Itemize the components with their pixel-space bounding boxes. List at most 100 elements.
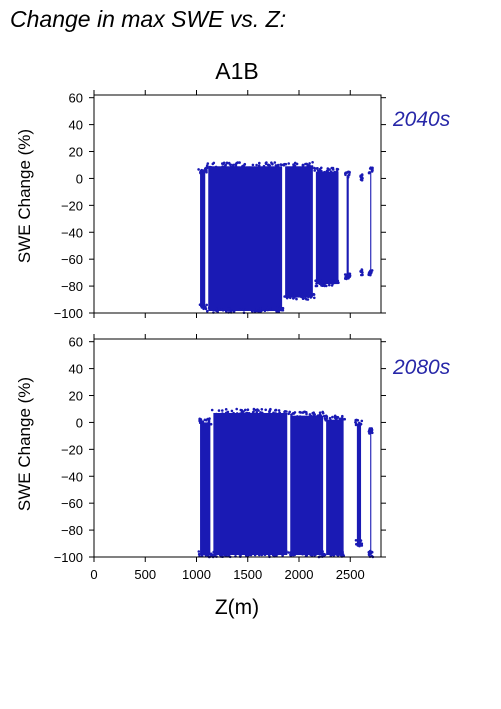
x-tick-label: 1000 <box>182 567 211 582</box>
data-point <box>323 553 327 557</box>
data-point <box>370 427 374 430</box>
data-point <box>209 422 213 426</box>
data-point <box>295 294 298 298</box>
data-point <box>354 539 358 542</box>
data-point <box>313 554 316 557</box>
data-point <box>200 306 204 309</box>
data-point <box>370 429 374 433</box>
x-tick-label: 500 <box>134 567 156 582</box>
data-point <box>313 169 317 172</box>
data-point <box>311 552 315 555</box>
data-point <box>369 269 373 273</box>
data-point <box>346 176 350 179</box>
data-point <box>239 554 242 557</box>
data-point <box>246 411 249 415</box>
data-point <box>260 408 264 411</box>
scatter-points-2080s <box>197 407 375 559</box>
data-point <box>199 420 203 423</box>
data-point <box>313 296 316 300</box>
plot-frame-2040s <box>93 94 382 314</box>
data-point <box>277 409 281 412</box>
data-point <box>264 408 268 412</box>
data-point <box>268 164 272 167</box>
data-point <box>289 551 292 554</box>
data-point <box>201 552 205 556</box>
data-point <box>238 308 242 311</box>
data-point <box>325 170 328 174</box>
point-cluster-4 <box>346 175 349 278</box>
data-point <box>358 541 361 544</box>
data-point <box>321 410 325 414</box>
data-point <box>275 310 278 313</box>
data-point <box>273 161 277 164</box>
y-tick-label: 40 <box>69 118 83 133</box>
data-point <box>221 309 225 312</box>
x-tick-label: 2500 <box>336 567 365 582</box>
data-point <box>232 310 236 313</box>
data-point <box>277 552 280 556</box>
data-point <box>215 412 218 416</box>
data-point <box>360 543 363 547</box>
data-point <box>292 412 296 415</box>
data-point <box>205 169 208 173</box>
ylabel-2040s: SWE Change (%) <box>15 129 34 263</box>
data-point <box>292 163 295 166</box>
data-point <box>210 408 214 412</box>
data-point <box>257 413 261 416</box>
data-point <box>293 553 297 557</box>
point-cluster-2 <box>290 415 324 555</box>
data-point <box>270 551 274 554</box>
data-point <box>227 551 230 554</box>
data-point <box>347 173 351 176</box>
data-point <box>368 432 371 435</box>
x-tick-label: 2000 <box>285 567 314 582</box>
data-point <box>211 553 214 557</box>
data-point <box>277 412 281 416</box>
data-point <box>323 170 326 174</box>
figure-title: Change in max SWE vs. Z: <box>10 6 286 32</box>
data-point <box>235 412 239 415</box>
data-point <box>226 412 230 416</box>
data-point <box>221 409 224 412</box>
ticks-2040s: 60 40 20 0 −20 −40 −60 −80 −100 <box>54 90 386 321</box>
data-point <box>274 409 277 412</box>
data-point <box>281 550 285 553</box>
data-point <box>278 306 282 310</box>
data-point <box>287 162 291 165</box>
data-point <box>265 166 269 170</box>
data-point <box>319 278 323 282</box>
data-point <box>328 416 332 420</box>
data-point <box>348 273 352 277</box>
data-point <box>224 408 228 411</box>
data-point <box>287 551 290 554</box>
data-point <box>304 297 307 300</box>
point-cluster-1 <box>208 166 283 311</box>
data-point <box>300 295 303 299</box>
y-tick-label: 60 <box>69 335 83 350</box>
data-point <box>244 554 248 557</box>
point-cluster-3 <box>326 419 344 555</box>
y-tick-label: −20 <box>61 442 83 457</box>
data-point <box>322 414 326 418</box>
data-point <box>285 296 289 300</box>
data-point <box>301 164 305 167</box>
y-tick-label: −100 <box>54 306 83 321</box>
data-point <box>307 550 311 554</box>
point-cluster-5 <box>370 431 372 555</box>
panel-2080s: 60 40 20 0 −20 −40 −60 −80 −100 0 500 1000 1500 2000 2… <box>15 334 451 582</box>
data-point <box>221 165 224 168</box>
data-point <box>300 416 304 419</box>
data-point <box>233 551 236 554</box>
data-point <box>320 281 324 285</box>
data-point <box>348 170 351 174</box>
data-point <box>201 302 204 306</box>
data-point <box>335 170 339 173</box>
data-point <box>341 550 344 554</box>
data-point <box>224 309 228 313</box>
data-point <box>198 417 201 421</box>
data-point <box>328 283 331 287</box>
data-point <box>367 551 371 554</box>
data-point <box>256 166 260 169</box>
data-point <box>232 163 235 167</box>
data-point <box>206 554 210 557</box>
